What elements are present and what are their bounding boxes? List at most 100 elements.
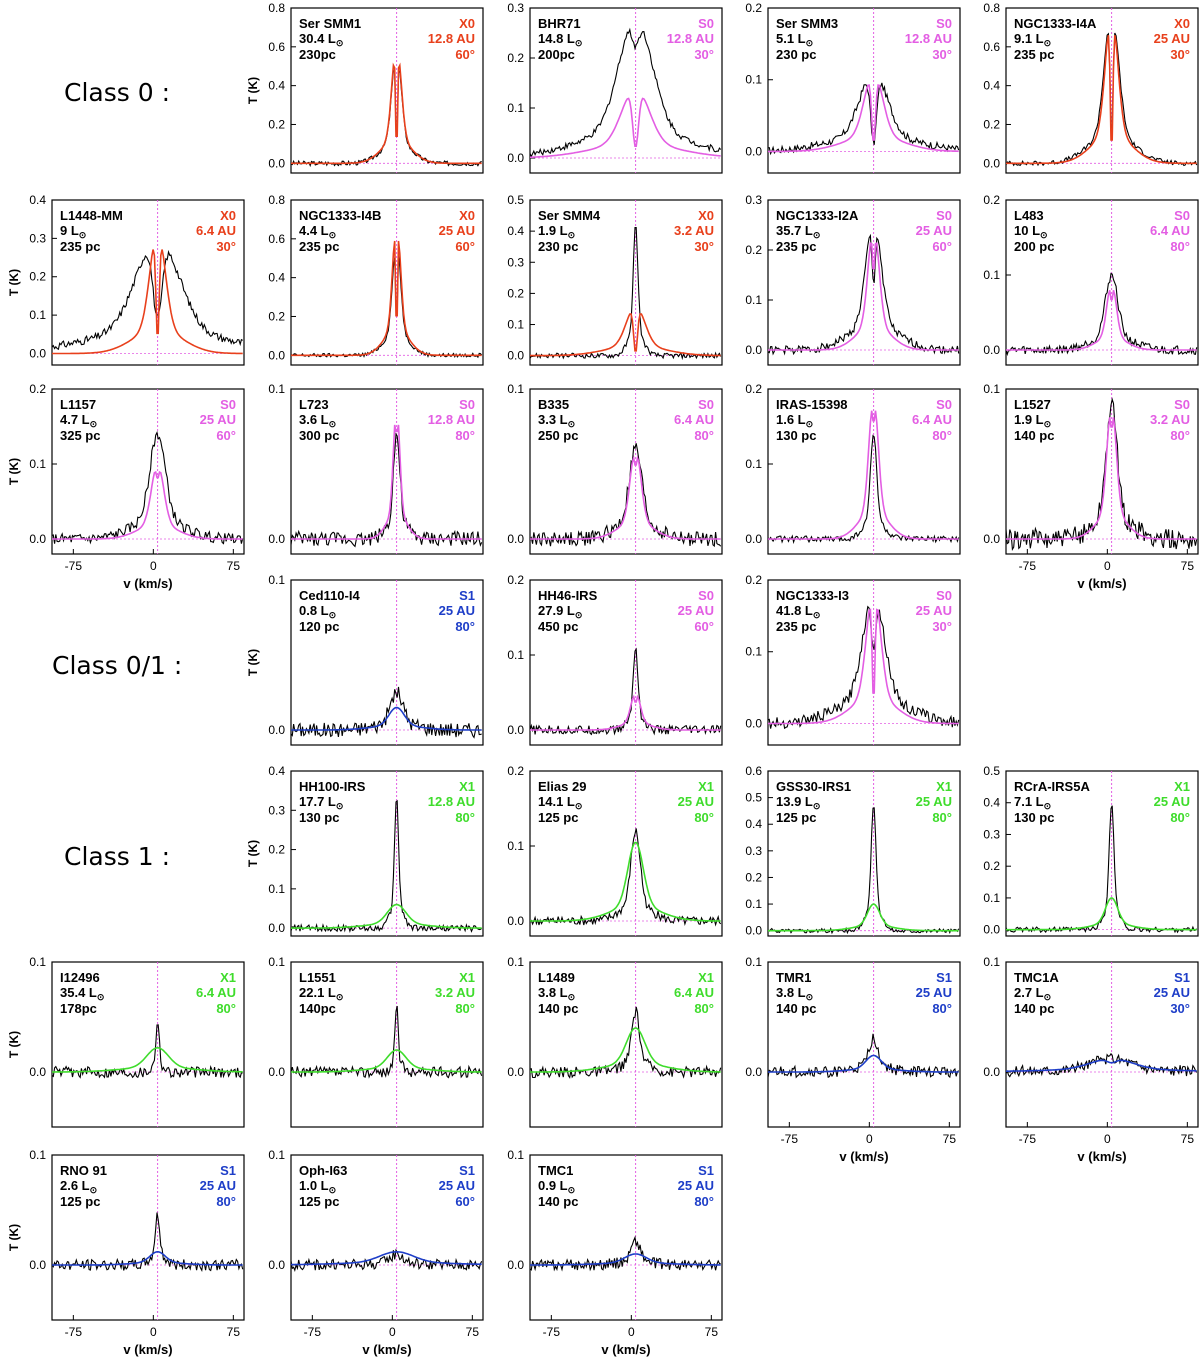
panel-23-model-inclination: 80° [694, 1001, 714, 1016]
panel-27-xtick-label: 75 [466, 1325, 480, 1339]
panel-13-model-radius: 3.2 AU [1150, 412, 1190, 427]
panel-11-model-radius: 6.4 AU [674, 412, 714, 427]
panel-21-model-radius: 6.4 AU [196, 985, 236, 1000]
panel-26-ytick-label: 0.0 [29, 1258, 46, 1272]
panel-16-source-name: NGC1333-I3 [776, 588, 849, 603]
panel-11-ytick-label: 0.1 [507, 382, 524, 396]
panel-10-model-name: S0 [459, 397, 475, 412]
panel-7-model-spectrum [768, 242, 959, 351]
panel-8-ytick-label: 0.0 [983, 343, 1000, 357]
panel-10-luminosity: 3.6 L⊙ [299, 412, 336, 429]
panel-14-model-spectrum [291, 706, 482, 731]
panel-16-model-inclination: 30° [932, 619, 952, 634]
panel-4-ylabel: T (K) [7, 269, 21, 296]
panel-20-ytick-label: 0.0 [983, 923, 1000, 937]
panel-16-observed-spectrum [768, 605, 960, 730]
panel-28-source-name: TMC1 [538, 1163, 573, 1178]
panel-14-observed-spectrum [291, 686, 482, 739]
panel-17-source-name: HH100-IRS [299, 779, 366, 794]
panel-19-model-inclination: 80° [932, 810, 952, 825]
panel-27-observed-spectrum [291, 1248, 483, 1272]
panel-9-ytick-label: 0.1 [29, 457, 46, 471]
panel-20-ytick-label: 0.4 [983, 796, 1000, 810]
panel-17-observed-spectrum [291, 799, 483, 934]
panel-23-ytick-label: 0.1 [507, 955, 524, 969]
panel-5-ytick-label: 0.2 [268, 309, 285, 323]
panel-24-model-spectrum [768, 1054, 959, 1073]
panel-1-model-spectrum [530, 97, 721, 159]
panel-13-distance: 140 pc [1014, 428, 1054, 443]
panel-20-ytick-label: 0.2 [983, 859, 1000, 873]
panel-2-ytick-label: 0.2 [745, 1, 762, 15]
panel-25-xtick-label: 75 [1181, 1132, 1195, 1146]
panel-19-distance: 125 pc [776, 810, 816, 825]
panel-5-frame [290, 199, 484, 366]
panel-16-luminosity: 41.8 L⊙ [776, 603, 820, 620]
panel-16-ytick-label: 0.1 [745, 645, 762, 659]
panel-18-model-inclination: 80° [694, 810, 714, 825]
panel-6-ytick-label: 0.5 [507, 193, 524, 207]
panel-14-source-name: Ced110-I4 [299, 588, 360, 603]
panel-8-source-name: L483 [1014, 208, 1044, 223]
panel-22-model-inclination: 80° [455, 1001, 475, 1016]
panel-1-luminosity: 14.8 L⊙ [538, 31, 582, 48]
panel-16-distance: 235 pc [776, 619, 816, 634]
row-label-class01: Class 0/1 : [52, 651, 183, 680]
panel-1-ytick-label: 0.1 [507, 101, 524, 115]
panel-26-xtick-label: 0 [150, 1325, 157, 1339]
panel-0-frame [290, 7, 484, 174]
panel-0-ylabel: T (K) [246, 77, 260, 104]
panel-21-model-name: X1 [220, 970, 236, 985]
panel-11-model-inclination: 80° [694, 428, 714, 443]
panel-14-model-inclination: 80° [455, 619, 475, 634]
panel-18-model-radius: 25 AU [678, 794, 714, 809]
panel-4-ytick-label: 0.4 [29, 193, 46, 207]
panel-23-model-radius: 6.4 AU [674, 985, 714, 1000]
panel-28-ytick-label: 0.1 [507, 1148, 524, 1162]
panel-20-model-radius: 25 AU [1154, 794, 1190, 809]
panel-0-ytick-label: 0.8 [268, 1, 285, 15]
panel-12-model-name: S0 [936, 397, 952, 412]
panel-9-ylabel: T (K) [7, 458, 21, 485]
panel-20-ytick-label: 0.3 [983, 827, 1000, 841]
panel-1-observed-spectrum [530, 27, 722, 158]
panel-23-model-spectrum [530, 1027, 721, 1073]
panel-17-ytick-label: 0.0 [268, 921, 285, 935]
panel-25-model-inclination: 30° [1170, 1001, 1190, 1016]
panel-27-frame [290, 1154, 484, 1321]
panel-18-model-name: X1 [698, 779, 714, 794]
panel-13-model-name: S0 [1174, 397, 1190, 412]
panel-9-xtick-label: -75 [65, 559, 83, 573]
panel-27-model-name: S1 [459, 1163, 475, 1178]
panel-27-source-name: Oph-I63 [299, 1163, 347, 1178]
panel-0-model-spectrum [291, 62, 482, 165]
panel-3-luminosity: 9.1 L⊙ [1014, 31, 1051, 48]
panel-19-ytick-label: 0.6 [745, 764, 762, 778]
panel-7-luminosity: 35.7 L⊙ [776, 223, 820, 240]
panel-5-model-radius: 25 AU [439, 223, 475, 238]
panel-7-ytick-label: 0.0 [745, 343, 762, 357]
panel-24-ytick-label: 0.1 [745, 955, 762, 969]
panel-2-model-spectrum [768, 84, 959, 153]
panel-21-distance: 178pc [60, 1001, 97, 1016]
panel-23-frame [529, 961, 723, 1128]
panel-17-model-inclination: 80° [455, 810, 475, 825]
panel-27-xtick-label: -75 [304, 1325, 322, 1339]
panel-24-frame [767, 961, 961, 1128]
panel-11-distance: 250 pc [538, 428, 578, 443]
panel-5-model-name: X0 [459, 208, 475, 223]
panel-17-model-name: X1 [459, 779, 475, 794]
panel-1-frame [529, 7, 723, 174]
panel-9-luminosity: 4.7 L⊙ [60, 412, 97, 429]
panel-6-ytick-label: 0.3 [507, 255, 524, 269]
panel-25-model-spectrum [1006, 1059, 1197, 1072]
panel-17-frame [290, 770, 484, 937]
panel-22-model-name: X1 [459, 970, 475, 985]
